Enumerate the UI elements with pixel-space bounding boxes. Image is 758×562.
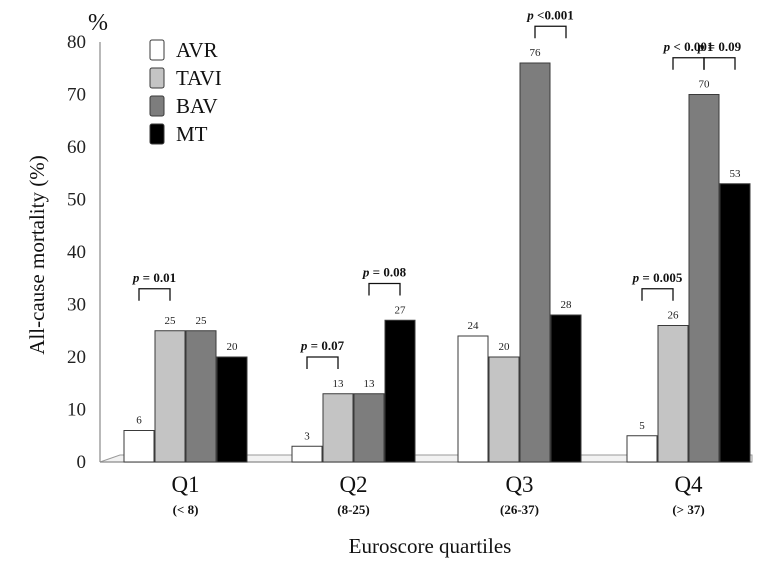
y-tick-labels: 0 10 20 30 40 50 60 70 80 bbox=[67, 32, 86, 473]
x-category-label: Q2 bbox=[339, 472, 367, 497]
x-category-labels: Q1 (< 8) Q2 (8-25) Q3 (26-37) Q4 (> 37) bbox=[171, 472, 704, 517]
y-tick-label: 20 bbox=[67, 347, 86, 368]
bar-mt-q2 bbox=[384, 319, 416, 463]
x-axis-title: Euroscore quartiles bbox=[349, 534, 512, 558]
p-value-label: p = 0.08 bbox=[362, 265, 407, 280]
significance-bracket bbox=[306, 356, 339, 369]
bar-tavi-q1 bbox=[154, 330, 186, 463]
legend-label-mt: MT bbox=[176, 122, 208, 146]
bar-value-label: 53 bbox=[730, 168, 742, 180]
x-category-label: Q4 bbox=[674, 472, 703, 497]
bar-mt-q3 bbox=[550, 314, 582, 463]
bar-bav-q1 bbox=[185, 330, 217, 463]
y-tick-label: 40 bbox=[67, 242, 86, 263]
bar-value-label: 5 bbox=[639, 420, 645, 432]
x-category-label: Q3 bbox=[505, 472, 533, 497]
x-category-range: (< 8) bbox=[173, 502, 199, 517]
significance-bracket bbox=[703, 57, 736, 70]
x-category-range: (> 37) bbox=[672, 502, 704, 517]
legend-label-tavi: TAVI bbox=[176, 66, 222, 90]
y-tick-label: 60 bbox=[67, 137, 86, 158]
bar-value-label: 76 bbox=[530, 47, 542, 59]
bar-value-label: 25 bbox=[196, 315, 208, 327]
significance-bracket bbox=[641, 288, 674, 301]
bar-bav-q4 bbox=[688, 94, 720, 463]
bar-value-label: 70 bbox=[699, 79, 711, 91]
bar-avr-q4 bbox=[626, 435, 658, 463]
significance-bracket bbox=[368, 282, 401, 296]
legend-label-avr: AVR bbox=[176, 38, 218, 62]
bar-value-label: 20 bbox=[499, 341, 511, 353]
legend-label-bav: BAV bbox=[176, 94, 218, 118]
bar-value-label: 13 bbox=[333, 378, 345, 390]
p-value-label: p = 0.07 bbox=[300, 338, 345, 353]
bar-value-label: 26 bbox=[668, 310, 680, 322]
legend-swatch-avr bbox=[149, 39, 165, 61]
bar-bav-q2 bbox=[353, 393, 385, 463]
significance-bracket bbox=[138, 288, 171, 301]
bars: 6 3 24 5 25 13 20 26 25 13 76 70 20 27 28 53 bbox=[123, 47, 751, 463]
bar-value-label: 24 bbox=[468, 320, 480, 332]
legend: AVR TAVI BAV MT bbox=[149, 38, 222, 146]
legend-swatch-bav bbox=[149, 95, 165, 117]
y-unit-label: % bbox=[88, 10, 108, 36]
p-value-label: p = 0.09 bbox=[697, 39, 742, 54]
bar-value-label: 25 bbox=[165, 315, 177, 327]
bar-mt-q4 bbox=[719, 183, 751, 463]
bar-value-label: 27 bbox=[395, 304, 407, 316]
bar-mt-q1 bbox=[216, 356, 248, 463]
p-value-label: p < 0.001 bbox=[663, 39, 714, 54]
y-axis-title: All-cause mortality (%) bbox=[25, 155, 49, 354]
p-value-label: p <0.001 bbox=[526, 7, 573, 22]
legend-swatch-tavi bbox=[149, 67, 165, 89]
bar-value-label: 3 bbox=[304, 430, 310, 442]
p-value-label: p = 0.005 bbox=[632, 270, 683, 285]
p-value-label: p = 0.01 bbox=[132, 270, 176, 285]
y-tick-label: 30 bbox=[67, 295, 86, 316]
significance-bracket bbox=[534, 25, 567, 39]
bar-avr-q1 bbox=[123, 430, 155, 463]
bar-avr-q2 bbox=[291, 445, 323, 463]
bar-avr-q3 bbox=[457, 335, 489, 463]
bar-tavi-q4 bbox=[657, 325, 689, 463]
y-tick-label: 70 bbox=[67, 85, 86, 106]
y-tick-label: 0 bbox=[77, 452, 87, 473]
x-category-label: Q1 bbox=[171, 472, 199, 497]
significance-bracket bbox=[672, 57, 705, 70]
significance-brackets: p = 0.01 p = 0.07 p = 0.08 p <0.001 p = 0.00… bbox=[132, 7, 742, 369]
bar-value-label: 20 bbox=[227, 341, 239, 353]
bar-value-label: 6 bbox=[136, 415, 142, 427]
y-tick-label: 10 bbox=[67, 400, 86, 421]
bar-value-label: 13 bbox=[364, 378, 376, 390]
x-category-range: (26-37) bbox=[500, 502, 539, 517]
legend-swatch-mt bbox=[149, 123, 165, 145]
bar-value-label: 28 bbox=[561, 299, 573, 311]
bar-tavi-q2 bbox=[322, 393, 354, 463]
y-tick-label: 50 bbox=[67, 190, 86, 211]
bar-tavi-q3 bbox=[488, 356, 520, 463]
y-tick-label: 80 bbox=[67, 32, 86, 53]
bar-bav-q3 bbox=[519, 62, 551, 463]
x-category-range: (8-25) bbox=[337, 502, 370, 517]
